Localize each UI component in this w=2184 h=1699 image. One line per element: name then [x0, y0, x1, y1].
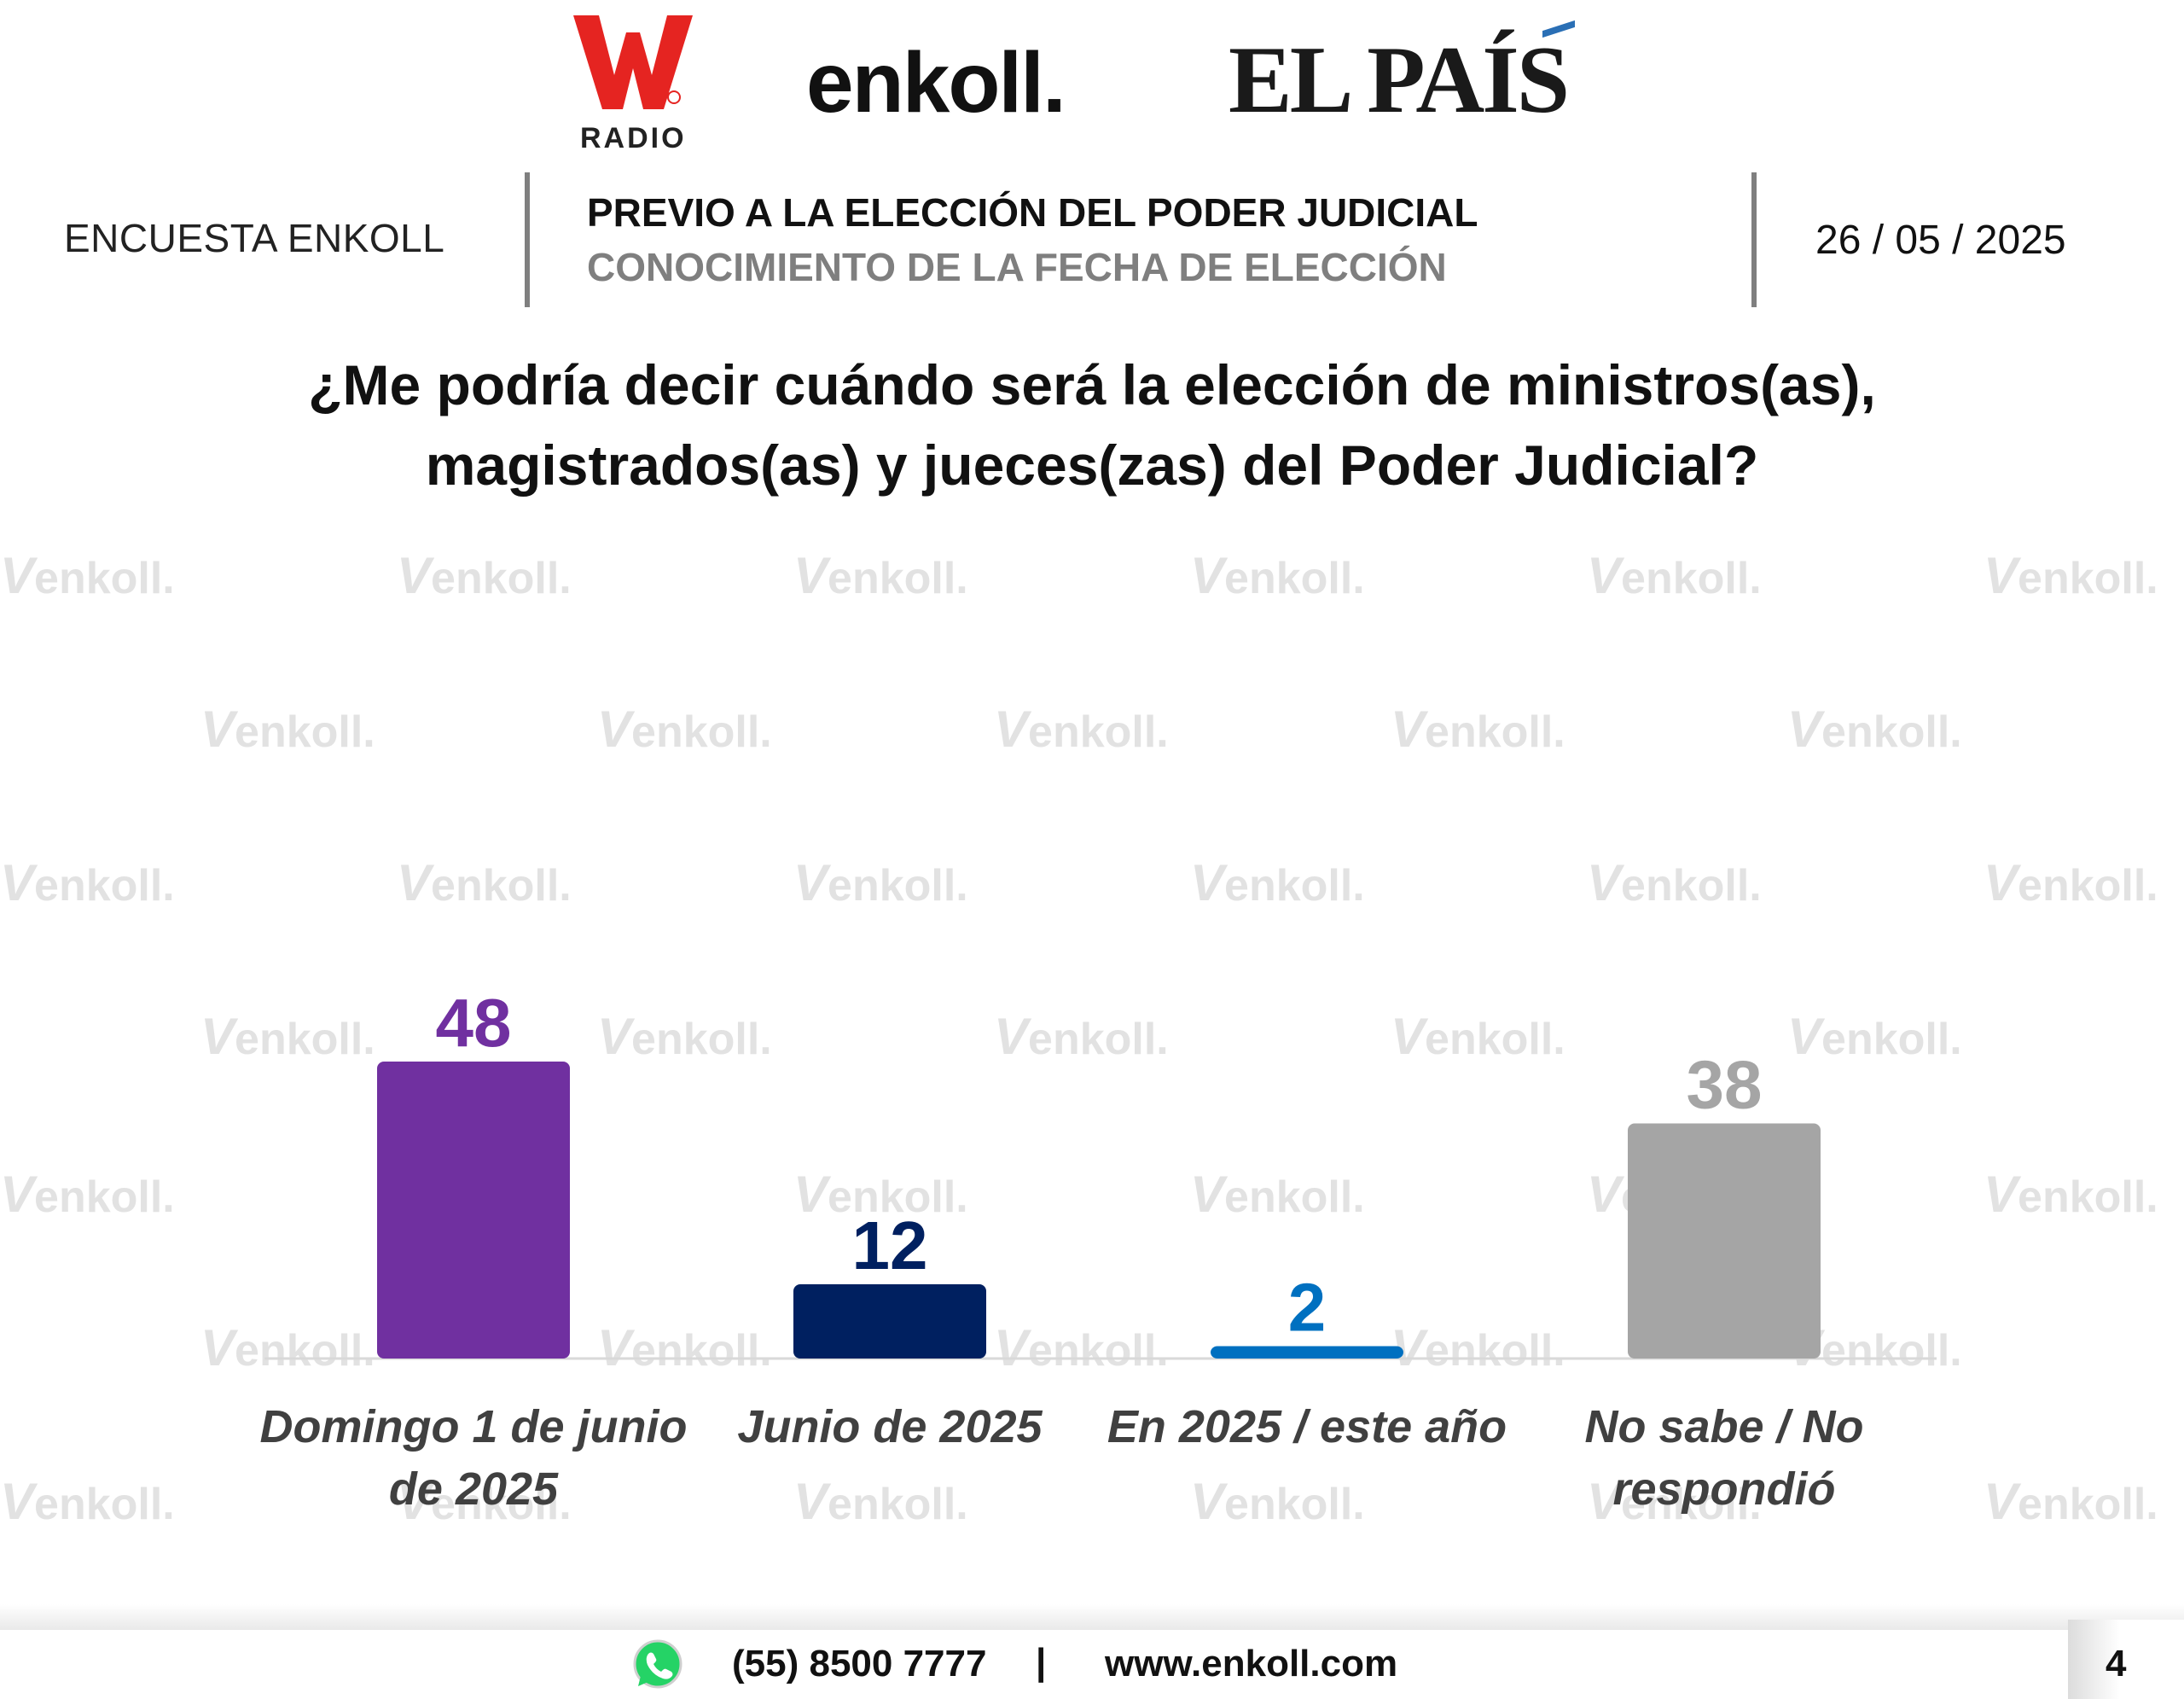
category-label-3: En 2025 / este año	[1107, 1401, 1507, 1452]
value-label-3: 2	[1288, 1270, 1327, 1346]
bar-2	[793, 1284, 986, 1359]
survey-date: 26 / 05 / 2025	[1815, 218, 2066, 263]
footer-phone: (55) 8500 7777	[732, 1643, 987, 1684]
header-divider-right	[1751, 172, 1757, 307]
category-label-1: de 2025	[389, 1463, 559, 1515]
bar-1	[377, 1062, 570, 1359]
el-pais-logo-text: EL PAÍS	[1228, 27, 1570, 133]
page-number: 4	[2106, 1643, 2127, 1684]
el-pais-logo: EL PAÍS	[1228, 20, 1575, 136]
w-radio-logo-sub: RADIO	[580, 122, 687, 154]
header-title: PREVIO A LA ELECCIÓN DEL PODER JUDICIAL	[587, 190, 1478, 235]
header-subtitle: CONOCIMIENTO DE LA FECHA DE ELECCIÓN	[587, 245, 1447, 289]
category-label-1: Domingo 1 de junio	[260, 1401, 688, 1452]
bar-chart: 48 Domingo 1 de junio de 2025 12 Junio de 20…	[260, 985, 1937, 1515]
footer	[0, 1630, 2184, 1699]
value-label-1: 48	[436, 985, 512, 1061]
category-label-4: respondió	[1612, 1463, 1835, 1515]
category-label-2: Junio de 2025	[737, 1401, 1043, 1452]
bar-3	[1211, 1346, 1403, 1359]
w-radio-logo-mark	[573, 15, 693, 109]
value-label-4: 38	[1687, 1047, 1763, 1123]
header-divider-left	[525, 172, 530, 307]
footer-shadow	[0, 1604, 2184, 1630]
bar-4	[1628, 1123, 1821, 1359]
question-line-1: ¿Me podría decir cuándo será la elección…	[308, 353, 1876, 416]
value-label-2: 12	[852, 1207, 928, 1283]
survey-label: ENCUESTA ENKOLL	[64, 216, 445, 260]
whatsapp-icon	[633, 1639, 682, 1689]
footer-separator: |	[1036, 1641, 1047, 1683]
category-label-4: No sabe / No	[1584, 1401, 1863, 1452]
question-line-2: magistrados(as) y jueces(zas) del Poder …	[425, 433, 1759, 497]
page-number-box	[2068, 1620, 2184, 1699]
enkoll-logo: enkoll.	[806, 35, 1066, 131]
footer-website[interactable]: www.enkoll.com	[1105, 1643, 1398, 1684]
w-radio-logo: RADIO	[573, 15, 693, 154]
